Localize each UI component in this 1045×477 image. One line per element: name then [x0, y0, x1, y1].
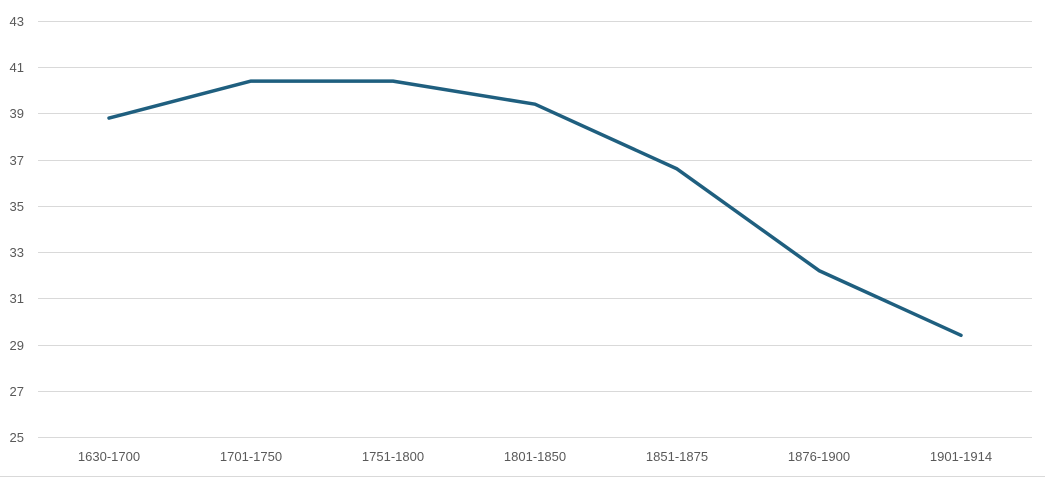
x-tick-label: 1876-1900	[788, 449, 850, 464]
y-axis-tick-labels: 25 27 29 31 33 35 37 39 41 43	[10, 14, 24, 445]
y-tick-label: 39	[10, 106, 24, 121]
x-tick-label: 1701-1750	[220, 449, 282, 464]
x-tick-label: 1751-1800	[362, 449, 424, 464]
y-tick-label: 25	[10, 430, 24, 445]
y-tick-label: 29	[10, 338, 24, 353]
y-tick-label: 41	[10, 60, 24, 75]
y-tick-label: 33	[10, 245, 24, 260]
series-layer	[107, 79, 963, 338]
x-tick-label: 1851-1875	[646, 449, 708, 464]
y-tick-label: 37	[10, 153, 24, 168]
y-tick-label: 43	[10, 14, 24, 29]
x-tick-label: 1630-1700	[78, 449, 140, 464]
x-tick-label: 1901-1914	[930, 449, 992, 464]
series-line-0	[107, 79, 963, 338]
y-tick-label: 31	[10, 291, 24, 306]
x-tick-label: 1801-1850	[504, 449, 566, 464]
x-axis-tick-labels: 1630-1700 1701-1750 1751-1800 1801-1850 1851…	[78, 449, 992, 464]
y-tick-label: 27	[10, 384, 24, 399]
gridlines	[38, 21, 1032, 438]
y-tick-label: 35	[10, 199, 24, 214]
